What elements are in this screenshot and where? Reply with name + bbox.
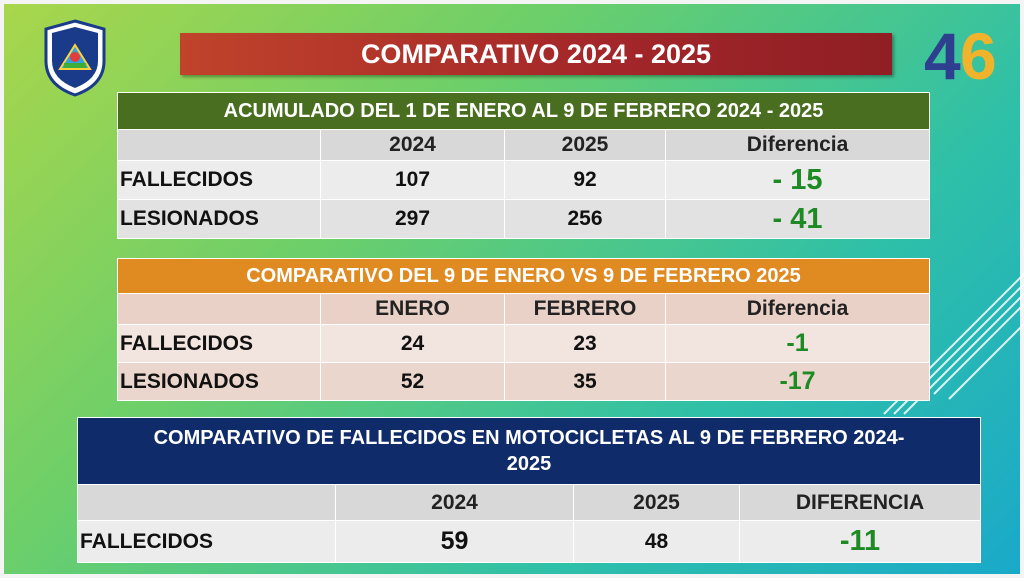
value-cell: 35 [504, 362, 666, 401]
row-label: FALLECIDOS [117, 160, 321, 200]
police-shield-icon [44, 19, 106, 97]
column-header [117, 293, 321, 325]
table-row: LESIONADOS 52 35 -17 [117, 362, 931, 401]
table-row: FALLECIDOS 59 48 -11 [77, 520, 982, 563]
difference-cell: - 15 [664, 160, 931, 200]
value-cell: 48 [573, 520, 740, 563]
column-header: Diferencia [664, 293, 931, 325]
column-header [117, 129, 321, 161]
column-header: 2024 [335, 484, 574, 521]
difference-cell: -17 [664, 362, 931, 401]
column-header: FEBRERO [504, 293, 666, 325]
column-header: 2025 [504, 129, 666, 161]
row-label: FALLECIDOS [77, 520, 336, 563]
difference-cell: -11 [738, 520, 982, 563]
value-cell: 256 [504, 199, 666, 239]
table-header: COMPARATIVO DEL 9 DE ENERO VS 9 DE FEBRE… [116, 258, 931, 294]
column-header [77, 484, 336, 521]
table-header-line: COMPARATIVO DE FALLECIDOS EN MOTOCICLETA… [153, 427, 905, 449]
anniversary-46-logo: 4 6 [924, 18, 1006, 93]
value-cell: 23 [504, 324, 666, 363]
value-cell: 92 [504, 160, 666, 200]
value-cell: 52 [320, 362, 505, 401]
column-header: 2025 [573, 484, 740, 521]
table-row: FALLECIDOS 24 23 -1 [117, 324, 931, 363]
motorcycle-fatalities-table: COMPARATIVO DE FALLECIDOS EN MOTOCICLETA… [76, 417, 982, 563]
monthly-comparison-table: COMPARATIVO DEL 9 DE ENERO VS 9 DE FEBRE… [116, 258, 931, 401]
column-header: ENERO [320, 293, 505, 325]
value-cell: 59 [335, 520, 574, 563]
row-label: LESIONADOS [117, 199, 321, 239]
table-header: COMPARATIVO DE FALLECIDOS EN MOTOCICLETA… [76, 417, 982, 485]
column-header: DIFERENCIA [738, 484, 982, 521]
table-row: FALLECIDOS 107 92 - 15 [117, 160, 931, 200]
row-label: FALLECIDOS [117, 324, 321, 363]
page-title: COMPARATIVO 2024 - 2025 [180, 33, 892, 75]
value-cell: 24 [320, 324, 505, 363]
value-cell: 107 [320, 160, 505, 200]
digit-4: 4 [924, 19, 961, 93]
difference-cell: -1 [664, 324, 931, 363]
row-label: LESIONADOS [117, 362, 321, 401]
difference-cell: - 41 [664, 199, 931, 239]
table-row: LESIONADOS 297 256 - 41 [117, 199, 931, 239]
table-header-line: 2025 [506, 453, 552, 475]
column-header: Diferencia [664, 129, 931, 161]
digit-6: 6 [960, 19, 997, 93]
column-header: 2024 [320, 129, 505, 161]
accumulated-table: ACUMULADO DEL 1 DE ENERO AL 9 DE FEBRERO… [116, 92, 931, 239]
table-header: ACUMULADO DEL 1 DE ENERO AL 9 DE FEBRERO… [116, 92, 931, 130]
value-cell: 297 [320, 199, 505, 239]
police-logo [42, 19, 108, 97]
